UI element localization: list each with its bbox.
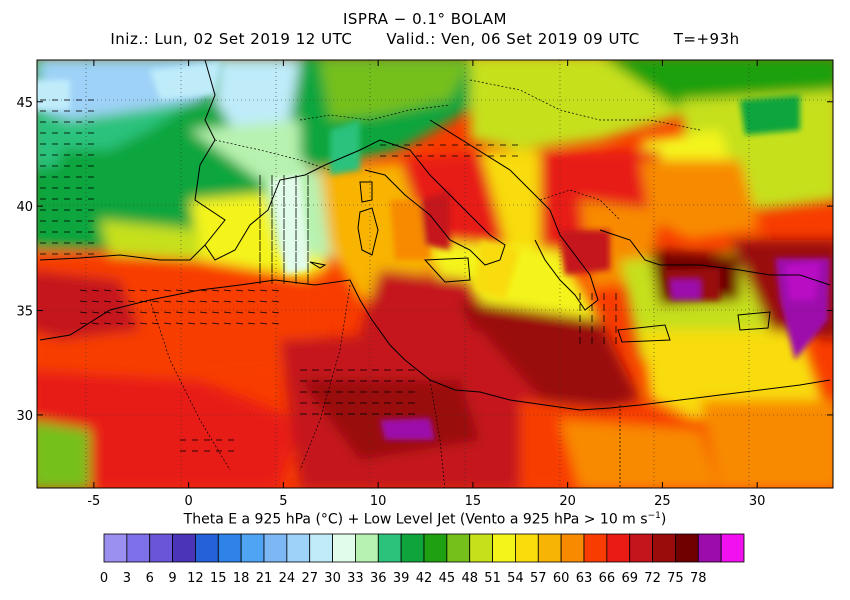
field-caption: Theta E a 925 hPa (°C) + Low Level Jet (… <box>183 511 667 528</box>
wind-arrow <box>235 311 244 314</box>
wind-arrow <box>139 289 148 292</box>
wind-arrow <box>79 289 88 292</box>
wind-arrow <box>247 311 256 314</box>
wind-arrow <box>199 289 208 292</box>
wind-arrow <box>271 289 280 292</box>
wind-arrow <box>175 311 184 314</box>
wind-arrow <box>211 311 220 314</box>
wind-arrow <box>151 322 160 325</box>
wind-arrow <box>271 300 280 303</box>
wind-arrow <box>187 322 196 325</box>
wind-arrow <box>247 300 256 303</box>
wind-arrow <box>91 289 100 292</box>
lon-tick-label: 30 <box>749 494 766 509</box>
wind-arrow <box>235 322 244 325</box>
wind-arrow <box>115 289 124 292</box>
wind-arrow <box>163 311 172 314</box>
axis-ticks: -5 0 5 10 15 20 25 30 30 35 40 45 <box>16 60 833 509</box>
wind-arrow <box>247 322 256 325</box>
wind-arrow <box>223 322 232 325</box>
wind-arrow <box>259 322 268 325</box>
wind-arrow <box>211 300 220 303</box>
lead-time: T=+93h <box>673 30 740 48</box>
wind-arrow <box>79 300 88 303</box>
wind-arrow <box>247 289 256 292</box>
lat-tick-label: 35 <box>16 305 33 320</box>
wind-arrow <box>103 300 112 303</box>
wind-arrow <box>127 300 136 303</box>
lon-tick-label: 20 <box>559 494 576 509</box>
wind-arrow <box>163 300 172 303</box>
wind-arrow <box>211 289 220 292</box>
wind-arrow <box>139 311 148 314</box>
wind-arrow <box>151 300 160 303</box>
lon-tick-label: 25 <box>654 494 671 509</box>
wind-vectors <box>40 99 617 452</box>
wind-arrow <box>127 322 136 325</box>
wind-arrow <box>271 322 280 325</box>
wind-arrow <box>187 300 196 303</box>
wind-arrow <box>103 311 112 314</box>
wind-arrow <box>79 322 88 325</box>
wind-arrow <box>175 289 184 292</box>
wind-arrow <box>151 311 160 314</box>
wind-arrow <box>103 322 112 325</box>
wind-arrow <box>223 300 232 303</box>
lon-tick-label: -5 <box>87 494 100 509</box>
wind-arrow <box>199 311 208 314</box>
wind-arrow <box>103 289 112 292</box>
graticule <box>37 60 833 488</box>
wind-arrow <box>91 311 100 314</box>
coastlines <box>39 60 831 411</box>
map-frame <box>36 59 834 489</box>
wind-arrow <box>211 322 220 325</box>
valid-time: Valid.: Ven, 06 Set 2019 09 UTC <box>386 30 640 48</box>
wind-arrow <box>223 289 232 292</box>
lat-tick-label: 40 <box>16 200 33 215</box>
lon-tick-label: 10 <box>370 494 387 509</box>
borders <box>149 79 701 488</box>
wind-arrow <box>115 300 124 303</box>
wind-arrow <box>223 311 232 314</box>
wind-arrow <box>175 300 184 303</box>
wind-arrow <box>127 311 136 314</box>
wind-arrow <box>115 311 124 314</box>
lon-tick-label: 5 <box>279 494 287 509</box>
wind-arrow <box>163 289 172 292</box>
init-time: Iniz.: Lun, 02 Set 2019 12 UTC <box>110 30 353 48</box>
lon-tick-label: 15 <box>465 494 482 509</box>
wind-arrow <box>175 322 184 325</box>
wind-arrow <box>139 300 148 303</box>
run-info: Iniz.: Lun, 02 Set 2019 12 UTC Valid.: Ve… <box>0 30 850 48</box>
wind-arrow <box>91 300 100 303</box>
map-field <box>37 60 833 488</box>
lon-tick-label: 0 <box>184 494 192 509</box>
wind-arrow <box>139 322 148 325</box>
wind-arrow <box>163 322 172 325</box>
map-title: ISPRA − 0.1° BOLAM <box>342 10 508 28</box>
wind-arrow <box>199 322 208 325</box>
wind-arrow <box>235 289 244 292</box>
wind-arrow <box>115 322 124 325</box>
lat-tick-label: 45 <box>16 96 33 111</box>
wind-arrow <box>259 289 268 292</box>
wind-arrow <box>199 300 208 303</box>
wind-arrow <box>91 322 100 325</box>
wind-arrow <box>259 300 268 303</box>
wind-arrow <box>127 289 136 292</box>
wind-arrow <box>151 289 160 292</box>
wind-arrow <box>187 289 196 292</box>
lat-tick-label: 30 <box>16 409 33 424</box>
wind-arrow <box>271 311 280 314</box>
wind-arrow <box>259 311 268 314</box>
wind-arrow <box>79 311 88 314</box>
wind-arrow <box>187 311 196 314</box>
wind-arrow <box>235 300 244 303</box>
